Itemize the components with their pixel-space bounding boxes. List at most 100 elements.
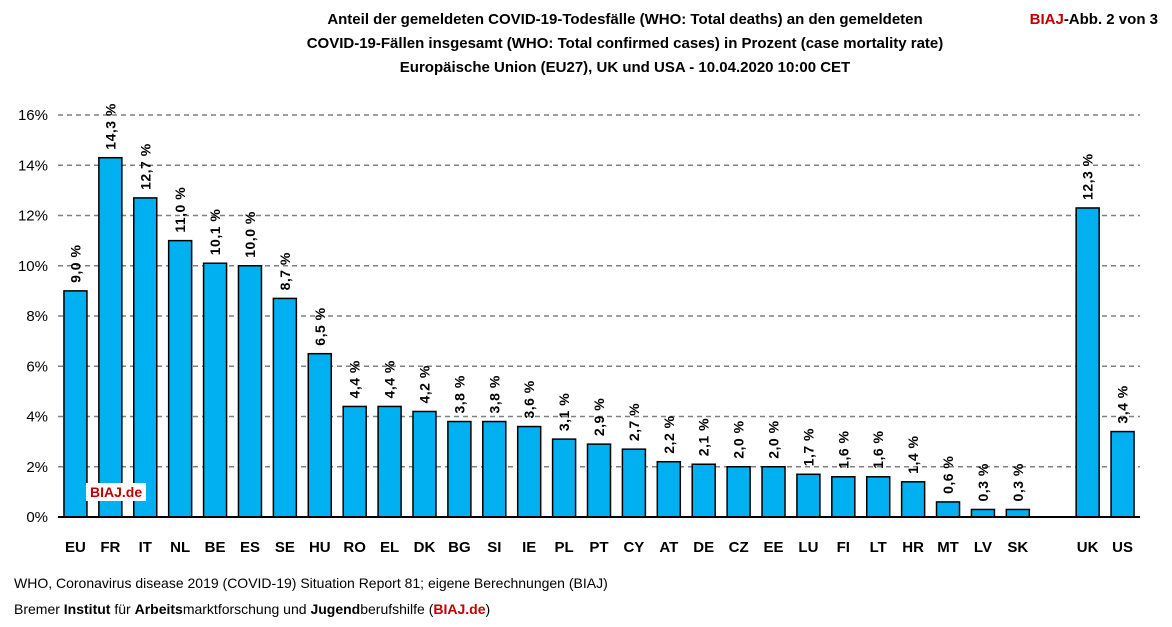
x-tick-label: PL: [555, 539, 574, 556]
data-label: 14,3 %: [102, 103, 118, 150]
bar: [865, 476, 891, 518]
data-label: 1,7 %: [800, 428, 816, 466]
data-label: 0,3 %: [975, 463, 991, 501]
chart-title: Anteil der gemeldeten COVID-19-Todesfäll…: [180, 8, 1070, 80]
data-label: 8,7 %: [277, 252, 293, 290]
x-tick-label: NL: [170, 539, 190, 556]
bar: [1110, 430, 1135, 518]
y-tick-label: 16%: [18, 107, 48, 124]
data-label: 3,8 %: [486, 375, 502, 413]
data-label: 9,0 %: [67, 245, 83, 283]
data-label: 4,4 %: [382, 360, 398, 398]
tag-brand: BIAJ: [1029, 11, 1064, 28]
x-tick-label: LT: [870, 539, 887, 556]
data-label: 3,6 %: [521, 380, 537, 418]
institute-note: Bremer Institut für Arbeitsmarktforschun…: [14, 601, 490, 617]
x-tick-label: SK: [1007, 539, 1028, 556]
bar: [970, 508, 996, 518]
x-tick-label: PT: [589, 539, 608, 556]
x-tick-label: DK: [414, 539, 436, 556]
x-tick-label: HR: [902, 539, 924, 556]
bar: [447, 420, 472, 518]
x-tick-label: BG: [448, 539, 471, 556]
biaj-link[interactable]: BIAJ.de: [433, 601, 486, 617]
data-label: 2,1 %: [696, 418, 712, 456]
y-tick-label: 6%: [26, 358, 48, 375]
x-tick-label: FR: [100, 539, 120, 556]
institute-bold-1: Institut: [63, 601, 111, 617]
data-label: 1,6 %: [870, 430, 886, 468]
data-label: 2,7 %: [626, 403, 642, 441]
x-tick-label: HU: [309, 539, 331, 556]
y-tick-label: 0%: [26, 509, 48, 526]
source-note: WHO, Coronavirus disease 2019 (COVID-19)…: [14, 575, 608, 591]
data-label: 0,3 %: [1010, 463, 1026, 501]
data-label: 3,8 %: [451, 375, 467, 413]
x-tick-label: LU: [798, 539, 818, 556]
data-label: 2,0 %: [766, 420, 782, 458]
x-tick-label: ES: [240, 539, 260, 556]
x-tick-label: BE: [205, 539, 226, 556]
x-tick-label: US: [1112, 539, 1133, 556]
institute-bold-3: Jugend: [310, 601, 361, 617]
x-tick-label: EL: [380, 539, 399, 556]
y-tick-label: 8%: [26, 308, 48, 325]
y-tick-label: 14%: [18, 157, 48, 174]
x-tick-label: CZ: [729, 539, 749, 556]
bar: [307, 352, 333, 518]
data-label: 0,6 %: [940, 456, 956, 494]
bar: [272, 297, 298, 518]
data-label: 4,4 %: [347, 360, 363, 398]
x-tick-label: RO: [343, 539, 366, 556]
title-line-2: COVID-19-Fällen insgesamt (WHO: Total co…: [306, 35, 944, 52]
y-tick-label: 4%: [26, 409, 48, 426]
institute-text-5: ): [485, 601, 491, 617]
x-tick-label: SI: [487, 539, 501, 556]
x-tick-label: AT: [659, 539, 678, 556]
data-label: 12,7 %: [137, 143, 153, 190]
data-label: 6,5 %: [312, 307, 328, 345]
bar: [237, 265, 263, 518]
bar: [133, 197, 158, 518]
bar: [621, 448, 647, 518]
data-label: 1,4 %: [905, 435, 921, 473]
institute-text-2: für: [110, 601, 135, 617]
bar: [551, 438, 577, 518]
data-label: 2,2 %: [661, 415, 677, 453]
x-tick-label: DE: [693, 539, 714, 556]
bar: [516, 425, 542, 518]
data-label: 10,1 %: [207, 209, 223, 256]
x-tick-label: MT: [937, 539, 959, 556]
bar: [98, 156, 123, 518]
x-tick-label: UK: [1077, 539, 1099, 556]
bar: [1075, 207, 1100, 518]
data-label: 3,4 %: [1115, 385, 1131, 423]
data-label: 11,0 %: [172, 187, 188, 233]
x-tick-label: LV: [974, 539, 992, 556]
y-tick-label: 12%: [18, 208, 48, 225]
bar: [377, 405, 402, 518]
data-label: 2,0 %: [731, 420, 747, 458]
watermark-biaj: BIAJ.de: [86, 483, 147, 501]
bar: [761, 466, 786, 518]
data-label: 12,3 %: [1080, 153, 1096, 200]
bar: [1005, 508, 1031, 518]
title-line-1: Anteil der gemeldeten COVID-19-Todesfäll…: [327, 11, 923, 28]
y-tick-label: 2%: [26, 459, 48, 476]
bar: [412, 410, 437, 518]
y-tick-label: 10%: [18, 258, 48, 275]
data-label: 4,2 %: [416, 365, 432, 403]
bar: [935, 501, 961, 518]
title-line-3: Europäische Union (EU27), UK und USA - 1…: [399, 59, 851, 76]
bar: [691, 463, 716, 518]
data-label: 1,6 %: [835, 430, 851, 468]
bar: [342, 405, 367, 518]
x-tick-label: FI: [837, 539, 850, 556]
bar: [656, 460, 682, 518]
bar: [586, 443, 612, 518]
x-tick-label: EU: [65, 539, 86, 556]
data-label: 3,1 %: [556, 393, 572, 431]
tag-rest: -Abb. 2 von 3: [1063, 11, 1158, 28]
data-label: 10,0 %: [242, 211, 258, 258]
